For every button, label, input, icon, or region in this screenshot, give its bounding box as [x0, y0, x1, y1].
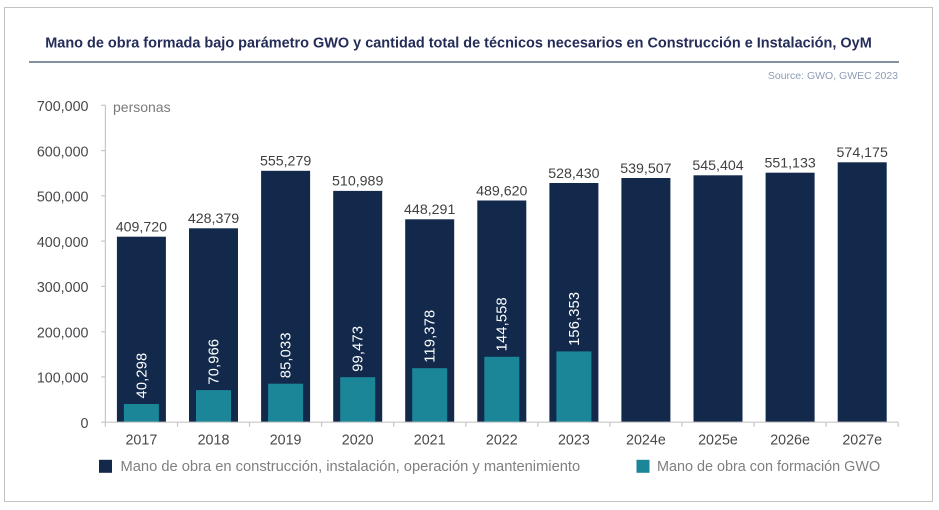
svg-text:Source: GWO, GWEC 2023: Source: GWO, GWEC 2023 [768, 70, 898, 82]
svg-text:100,000: 100,000 [37, 371, 89, 387]
svg-text:300,000: 300,000 [37, 280, 89, 296]
svg-text:144,558: 144,558 [495, 297, 511, 351]
svg-text:700,000: 700,000 [37, 99, 89, 115]
svg-text:555,279: 555,279 [260, 154, 311, 170]
svg-text:2026e: 2026e [770, 433, 810, 449]
svg-text:2017: 2017 [125, 433, 157, 449]
svg-text:2022: 2022 [486, 433, 518, 449]
svg-text:551,133: 551,133 [764, 156, 815, 172]
svg-text:40,298: 40,298 [134, 353, 150, 399]
svg-text:99,473: 99,473 [351, 326, 367, 372]
svg-text:2021: 2021 [414, 433, 446, 449]
svg-text:2019: 2019 [270, 433, 302, 449]
svg-text:2023: 2023 [558, 433, 590, 449]
svg-text:85,033: 85,033 [279, 332, 295, 378]
svg-text:400,000: 400,000 [37, 235, 89, 251]
svg-text:119,378: 119,378 [423, 310, 439, 363]
svg-text:2018: 2018 [198, 433, 230, 449]
svg-text:574,175: 574,175 [837, 145, 888, 161]
svg-text:489,620: 489,620 [476, 183, 527, 199]
svg-text:70,966: 70,966 [206, 339, 222, 385]
svg-text:Mano de obra formada bajo pará: Mano de obra formada bajo parámetro GWO … [45, 35, 872, 51]
svg-text:2020: 2020 [342, 433, 374, 449]
svg-text:personas: personas [113, 99, 171, 115]
svg-text:539,507: 539,507 [620, 161, 671, 177]
svg-text:510,989: 510,989 [332, 174, 383, 190]
svg-text:2025e: 2025e [698, 433, 738, 449]
svg-text:2027e: 2027e [842, 433, 882, 449]
svg-text:600,000: 600,000 [37, 144, 89, 160]
svg-text:2024e: 2024e [626, 433, 666, 449]
svg-text:Mano de obra en construcción,: Mano de obra en construcción, instalació… [121, 459, 581, 475]
svg-text:0: 0 [81, 416, 89, 432]
svg-text:156,353: 156,353 [567, 292, 583, 346]
svg-text:Mano de obra con formación GWO: Mano de obra con formación GWO [657, 459, 880, 475]
svg-text:545,404: 545,404 [692, 158, 743, 174]
svg-text:409,720: 409,720 [116, 220, 167, 236]
svg-text:448,291: 448,291 [404, 202, 455, 218]
svg-text:500,000: 500,000 [37, 190, 89, 206]
svg-text:528,430: 528,430 [548, 166, 599, 182]
svg-text:428,379: 428,379 [188, 211, 239, 227]
svg-text:200,000: 200,000 [37, 326, 89, 342]
